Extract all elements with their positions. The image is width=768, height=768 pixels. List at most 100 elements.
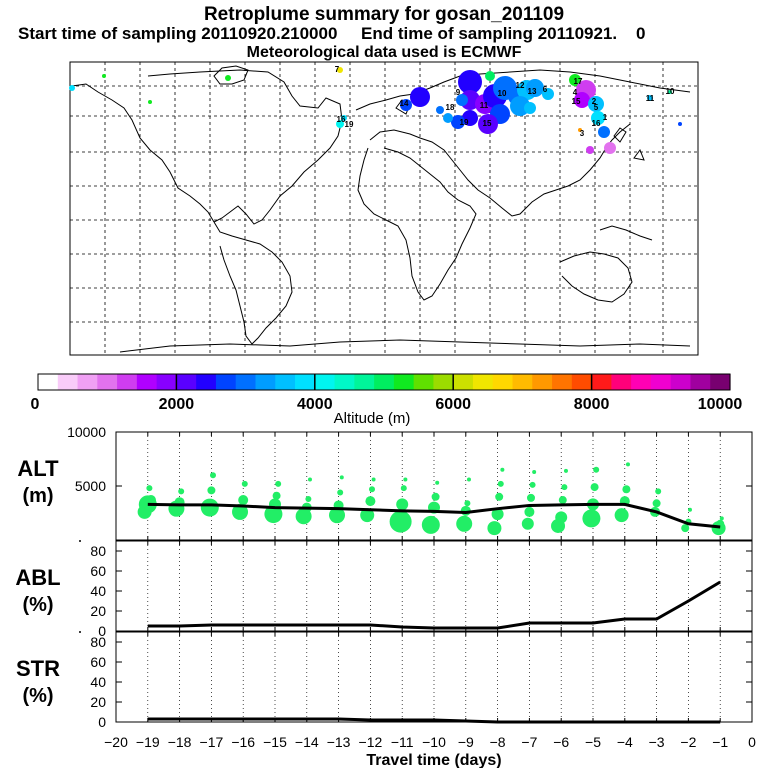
end-value: 20110921. xyxy=(537,24,618,43)
altitude-point xyxy=(146,485,153,492)
colorbar-cell xyxy=(670,374,692,390)
altitude-point xyxy=(207,486,216,495)
y-tick-label: 10000 xyxy=(67,424,106,440)
mean-altitude-line xyxy=(147,502,721,529)
colorbar-cell xyxy=(176,374,197,390)
plume-marker xyxy=(524,102,536,114)
colorbar-tick-label: 10000 xyxy=(698,396,743,413)
page-title: Retroplume summary for gosan_201109 xyxy=(203,4,565,25)
map-day-label: 15 xyxy=(572,97,581,106)
map-day-label: 10 xyxy=(666,87,675,96)
y-tick-label: 5000 xyxy=(75,478,106,494)
str-line xyxy=(147,717,721,724)
colorbar-cell xyxy=(117,374,138,390)
altitude-point xyxy=(403,477,408,482)
end-label: End time of sampling xyxy=(361,24,533,43)
altitude-point xyxy=(582,509,601,528)
map-day-label: 11 xyxy=(646,94,655,103)
colorbar-cell xyxy=(57,374,79,390)
map-day-label: 11 xyxy=(480,101,489,110)
plume-marker xyxy=(485,71,495,81)
colorbar-cell xyxy=(314,374,336,390)
altitude-point xyxy=(558,496,567,505)
altitude-point xyxy=(614,508,629,523)
colorbar-cell xyxy=(156,374,177,390)
end-suffix: 0 xyxy=(636,24,646,43)
y-tick-label: 20 xyxy=(90,603,106,619)
altitude-point xyxy=(491,508,504,521)
altitude-point xyxy=(719,516,724,521)
altitude-point xyxy=(389,510,412,533)
y-tick-label: 40 xyxy=(90,583,106,599)
plume-marker xyxy=(410,87,430,107)
plume-marker xyxy=(586,146,594,154)
altitude-point xyxy=(563,468,568,473)
colorbar-frame xyxy=(37,373,731,391)
altitude-point xyxy=(232,503,249,520)
altitude-point xyxy=(456,515,473,532)
map-day-label: 3 xyxy=(580,129,585,138)
plume-marker xyxy=(400,99,412,111)
colorbar-cell xyxy=(413,374,435,390)
map-day-label: 6 xyxy=(543,85,548,94)
time-series-panels: 10000 5000 ALT (m) 80 60 40 20 0 ABL (%) 80 60 40 20 0 S… xyxy=(15,424,756,768)
x-tick-label: −12 xyxy=(359,734,383,750)
plume-marker xyxy=(443,113,453,123)
altitude-point xyxy=(337,489,344,496)
x-tick-label: −1 xyxy=(712,734,728,750)
map-day-label: 14 xyxy=(400,99,409,108)
altitude-point xyxy=(532,469,537,474)
x-tick-label: −14 xyxy=(295,734,319,750)
colorbar-cell xyxy=(97,374,118,390)
colorbar-cell xyxy=(453,374,474,390)
colorbar-ticks: 0 2000 4000 6000 8000 10000 xyxy=(31,374,743,413)
altitude-point xyxy=(238,495,249,506)
colorbar-cell xyxy=(136,374,158,390)
plume-marker xyxy=(148,100,152,104)
y-tick-label: 40 xyxy=(90,674,106,690)
plume-marker xyxy=(591,111,605,125)
start-value: 20110920.210000 xyxy=(201,24,338,43)
altitude-point xyxy=(500,467,505,472)
plume-marker xyxy=(462,110,478,126)
altitude-point xyxy=(487,521,502,536)
colorbar-cell xyxy=(650,374,672,390)
x-tick-label: −16 xyxy=(231,734,255,750)
x-tick-label: −9 xyxy=(458,734,474,750)
coast-indonesia xyxy=(599,225,653,241)
x-tick-label: −10 xyxy=(422,734,446,750)
panel-ylabel: STR xyxy=(16,656,60,681)
altitude-point xyxy=(561,484,568,491)
plume-marker xyxy=(458,70,482,94)
colorbar-cell xyxy=(235,374,257,390)
colorbar-cell xyxy=(512,374,533,390)
map-day-label: 19 xyxy=(345,120,354,129)
x-tick-label: −4 xyxy=(617,734,633,750)
plume-marker xyxy=(598,126,610,138)
coastlines xyxy=(71,65,691,353)
altitude-point xyxy=(339,475,344,480)
coast-eurasia-south xyxy=(369,123,631,217)
x-tick-label: −11 xyxy=(391,734,414,750)
x-tick-label: −17 xyxy=(200,734,224,750)
colorbar-cell xyxy=(215,374,237,390)
map-day-label: 19 xyxy=(460,118,469,127)
altitude-point xyxy=(555,511,568,524)
altitude-point xyxy=(396,498,409,511)
coast-south-america xyxy=(213,221,293,345)
panel-ylabel-unit: (%) xyxy=(22,594,53,616)
altitude-point xyxy=(305,495,312,502)
altitude-point xyxy=(529,481,536,488)
altitude-point xyxy=(590,483,599,492)
colorbar-cell xyxy=(255,374,276,390)
map-day-label: 16 xyxy=(592,119,601,128)
map-day-label: 12 xyxy=(516,81,525,90)
colorbar-cell xyxy=(611,374,632,390)
colorbar-cell xyxy=(532,374,553,390)
plume-marker xyxy=(542,88,554,100)
altitude-point xyxy=(681,524,690,533)
x-tick-label: −6 xyxy=(553,734,569,750)
map-day-label: 17 xyxy=(574,77,583,86)
